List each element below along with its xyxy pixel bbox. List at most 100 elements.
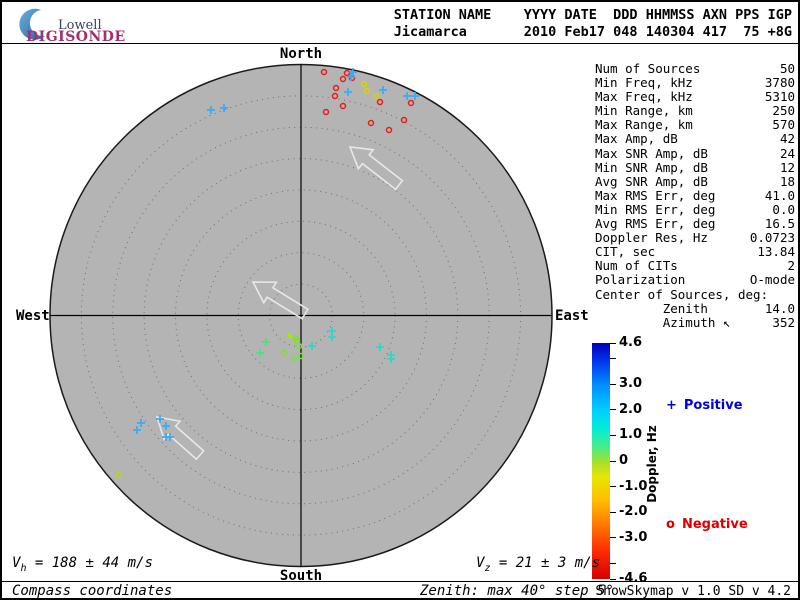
- stat-value: 42: [779, 131, 795, 147]
- source-point: [280, 349, 288, 357]
- stat-label: Max Amp, dB: [595, 131, 678, 147]
- compass-label-south: South: [279, 568, 323, 584]
- source-point: [372, 92, 380, 100]
- source-point: [360, 80, 368, 88]
- vz-subscript: z: [484, 562, 491, 574]
- stat-label: Avg RMS Err, deg: [595, 216, 716, 232]
- horizontal-velocity-readout: Vh = 188 ± 44 m/s: [12, 555, 153, 574]
- source-point: [339, 75, 347, 83]
- stat-label: Max Range, km: [595, 117, 693, 133]
- stat-value: 18: [779, 173, 795, 189]
- stat-label: Max RMS Err, deg: [595, 187, 716, 203]
- colorbar-tick-label: 0: [619, 453, 629, 468]
- stat-value: 24: [779, 145, 795, 161]
- legend-positive-label: Positive: [683, 398, 743, 413]
- stat-value: 2: [787, 258, 795, 274]
- vh-symbol: V: [12, 555, 21, 571]
- vh-value: = 188 ± 44 m/s: [26, 555, 153, 571]
- source-point: [320, 68, 328, 76]
- stat-label: Zenith: [595, 300, 708, 316]
- colorbar-tick-label: 3.0: [619, 376, 643, 392]
- crescent-icon: [19, 8, 45, 40]
- source-point: [331, 92, 339, 100]
- colorbar-tick: [610, 537, 616, 539]
- source-point: [288, 334, 294, 340]
- stat-label: Center of Sources, deg:: [595, 286, 769, 302]
- stat-label: Polarization: [595, 272, 686, 288]
- source-point: [166, 433, 174, 441]
- stat-label: Max Freq, kHz: [595, 89, 693, 105]
- stat-label: Azimuth ↖: [595, 314, 731, 330]
- stat-row: Num of Sources 50: [595, 61, 795, 76]
- stat-row: Min SNR Amp, dB 12: [595, 159, 795, 175]
- source-point: [133, 426, 141, 434]
- source-point: [292, 334, 300, 342]
- stat-row: Min Freq, kHz 3780: [595, 75, 795, 91]
- coordinate-system-label: Compass coordinates: [12, 583, 173, 599]
- source-point: [379, 86, 387, 94]
- source-points: [115, 68, 419, 479]
- colorbar-tick-label: 4.6: [619, 335, 643, 350]
- source-point: [349, 68, 357, 76]
- source-point: [400, 116, 408, 124]
- source-point: [262, 338, 270, 346]
- source-point: [295, 342, 303, 350]
- source-point: [385, 126, 393, 134]
- compass-label-north: North: [279, 46, 323, 62]
- stat-row: Min Range, km 250: [595, 104, 795, 118]
- colorbar-tick: [610, 460, 616, 462]
- stat-value: 50: [779, 61, 795, 76]
- stat-row: Max Range, km 570: [595, 118, 795, 132]
- footer-divider: [2, 581, 798, 582]
- source-point: [411, 92, 419, 100]
- source-point: [156, 415, 164, 423]
- drift-arrows: [155, 146, 404, 461]
- stat-value: 0.0: [772, 201, 795, 217]
- lowell-digisonde-logo: Lowell DIGISONDE: [10, 5, 130, 45]
- stat-row: Doppler Res, Hz 0.0723: [595, 231, 795, 245]
- vh-subscript: h: [20, 562, 27, 574]
- source-point: [115, 471, 123, 479]
- colorbar-gradient: [592, 343, 610, 579]
- source-point: [322, 108, 330, 116]
- colorbar-tick-label: 1.0: [619, 427, 643, 443]
- vz-value: = 21 ± 3 m/s: [490, 555, 601, 571]
- source-point: [407, 99, 415, 107]
- colorbar-tick-label: -2.0: [619, 504, 648, 520]
- source-point: [290, 354, 298, 362]
- colorbar-tick-label: -1.0: [619, 478, 648, 494]
- stat-value: 41.0: [764, 187, 795, 203]
- drift-arrow-icon: [155, 415, 205, 461]
- software-version-label: ShowSkymap v 1.0 SD v 4.2: [595, 584, 791, 599]
- stat-label: Doppler Res, Hz: [595, 230, 708, 246]
- plus-marker-icon: +: [666, 398, 677, 413]
- stat-label: Min Range, km: [595, 103, 693, 119]
- stat-row: Avg SNR Amp, dB 18: [595, 173, 795, 189]
- zenith-scale-label: Zenith: max 40° step 5°: [420, 583, 614, 599]
- colorbar-tick: [610, 486, 616, 488]
- source-point: [339, 102, 347, 110]
- source-point: [256, 349, 264, 357]
- stat-value: 570: [772, 117, 795, 133]
- stat-row: Center of Sources, deg:: [595, 286, 795, 302]
- colorbar-axis-title: Doppler, Hz: [645, 425, 659, 503]
- source-point: [387, 355, 395, 363]
- stat-row: Max RMS Err, deg 41.0: [595, 187, 795, 203]
- source-point: [344, 88, 352, 96]
- logo-text-digisonde: DIGISONDE: [26, 29, 126, 45]
- source-point: [162, 422, 170, 430]
- stat-label: Min Freq, kHz: [595, 75, 693, 91]
- logo-text-lowell: Lowell: [58, 18, 102, 33]
- colorbar-tick: [610, 409, 616, 411]
- source-point: [403, 92, 411, 100]
- colorbar-tick-label: 2.0: [619, 401, 643, 417]
- compass-label-west: West: [16, 308, 50, 324]
- stat-row: Max Freq, kHz 5310: [595, 90, 795, 104]
- stat-label: Num of Sources: [595, 61, 701, 76]
- source-point: [347, 73, 355, 81]
- stat-label: Min SNR Amp, dB: [595, 159, 708, 175]
- source-point: [207, 106, 215, 114]
- source-point: [376, 343, 384, 351]
- stat-label: Max SNR Amp, dB: [595, 145, 708, 161]
